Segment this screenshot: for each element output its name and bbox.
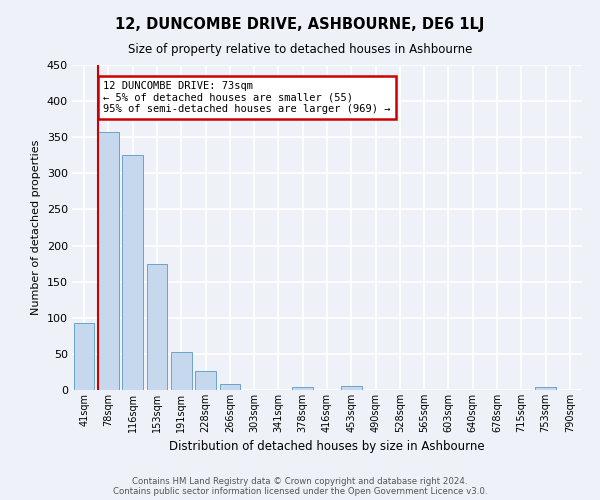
Bar [220, 384, 240, 390]
X-axis label: Distribution of detached houses by size in Ashbourne: Distribution of detached houses by size … [169, 440, 485, 454]
Bar [74, 323, 94, 390]
Text: Contains HM Land Registry data © Crown copyright and database right 2024.: Contains HM Land Registry data © Crown c… [132, 477, 468, 486]
Bar [292, 387, 313, 390]
Text: 12, DUNCOMBE DRIVE, ASHBOURNE, DE6 1LJ: 12, DUNCOMBE DRIVE, ASHBOURNE, DE6 1LJ [115, 18, 485, 32]
Text: 12 DUNCOMBE DRIVE: 73sqm
← 5% of detached houses are smaller (55)
95% of semi-de: 12 DUNCOMBE DRIVE: 73sqm ← 5% of detache… [103, 81, 391, 114]
Bar [122, 156, 143, 390]
Y-axis label: Number of detached properties: Number of detached properties [31, 140, 41, 315]
Bar [146, 264, 167, 390]
Text: Contains public sector information licensed under the Open Government Licence v3: Contains public sector information licen… [113, 487, 487, 496]
Bar [341, 386, 362, 390]
Text: Size of property relative to detached houses in Ashbourne: Size of property relative to detached ho… [128, 42, 472, 56]
Bar [98, 132, 119, 390]
Bar [171, 352, 191, 390]
Bar [535, 387, 556, 390]
Bar [195, 371, 216, 390]
